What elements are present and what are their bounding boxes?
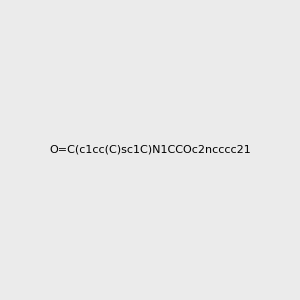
Text: O=C(c1cc(C)sc1C)N1CCOc2ncccc21: O=C(c1cc(C)sc1C)N1CCOc2ncccc21 (49, 145, 251, 155)
